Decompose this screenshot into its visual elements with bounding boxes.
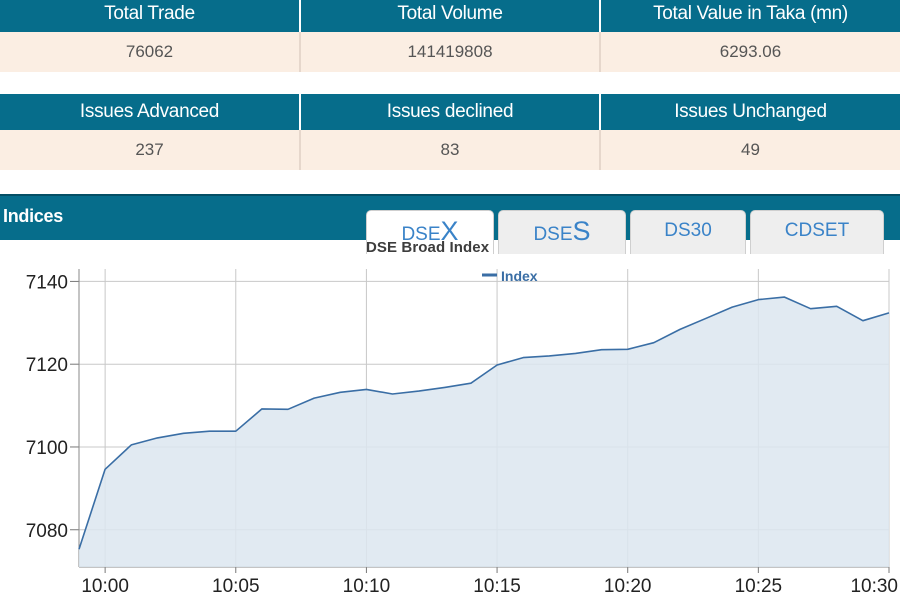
y-tick-label: 7080 bbox=[26, 521, 68, 542]
tab-dses[interactable]: DSES bbox=[498, 210, 626, 254]
index-point bbox=[208, 430, 211, 433]
y-tick-label: 7140 bbox=[26, 272, 68, 293]
index-point bbox=[260, 407, 263, 410]
x-tick-label: 10:00 bbox=[81, 576, 129, 597]
indices-title: Indices bbox=[3, 206, 63, 226]
index-point bbox=[783, 296, 786, 299]
total-value-value: 6293.06 bbox=[600, 32, 900, 72]
index-point bbox=[522, 356, 525, 359]
index-point bbox=[574, 352, 577, 355]
trade-summary-header-row: Total Trade Total Volume Total Value in … bbox=[0, 0, 900, 32]
index-point bbox=[313, 397, 316, 400]
x-tick-label: 10:10 bbox=[343, 576, 391, 597]
issues-unchanged-value: 49 bbox=[600, 130, 900, 170]
chart-title: DSE Broad Index bbox=[366, 239, 490, 256]
x-tick-label: 10:20 bbox=[604, 576, 652, 597]
index-point bbox=[888, 311, 891, 314]
issues-declined-value: 83 bbox=[300, 130, 601, 170]
index-point bbox=[78, 548, 81, 551]
x-tick-label: 10:15 bbox=[473, 576, 521, 597]
index-point bbox=[678, 328, 681, 331]
index-point bbox=[287, 408, 290, 411]
index-line bbox=[78, 296, 890, 550]
issues-summary-table: Issues Advanced Issues declined Issues U… bbox=[0, 94, 900, 170]
issues-summary-value-row: 237 83 49 bbox=[0, 130, 900, 170]
index-point bbox=[757, 298, 760, 301]
total-trade-header: Total Trade bbox=[0, 0, 301, 32]
tab-dses-prefix: DSE bbox=[533, 224, 573, 245]
total-volume-value: 141419808 bbox=[300, 32, 601, 72]
index-point bbox=[339, 391, 342, 394]
x-tick-label: 10:30 bbox=[850, 576, 898, 597]
trade-summary-value-row: 76062 141419808 6293.06 bbox=[0, 32, 900, 72]
tab-cdset[interactable]: CDSET bbox=[750, 210, 884, 254]
index-point bbox=[861, 319, 864, 322]
index-point bbox=[548, 354, 551, 357]
tab-dsex-suffix: X bbox=[440, 216, 459, 246]
issues-advanced-header: Issues Advanced bbox=[0, 94, 301, 130]
index-point bbox=[469, 382, 472, 385]
tab-dsex[interactable]: DSEX bbox=[366, 210, 494, 254]
index-point bbox=[705, 317, 708, 320]
tab-dses-suffix: S bbox=[572, 216, 591, 246]
issues-unchanged-header: Issues Unchanged bbox=[600, 94, 900, 130]
index-area bbox=[79, 297, 889, 567]
index-point bbox=[104, 468, 107, 471]
issues-summary-header-row: Issues Advanced Issues declined Issues U… bbox=[0, 94, 900, 130]
index-point bbox=[234, 430, 237, 433]
chart-legend: Index bbox=[482, 268, 538, 284]
index-point bbox=[417, 390, 420, 393]
index-point bbox=[809, 307, 812, 310]
index-point bbox=[391, 392, 394, 395]
index-point bbox=[496, 364, 499, 367]
issues-advanced-value: 237 bbox=[0, 130, 301, 170]
index-point bbox=[600, 348, 603, 351]
tab-ds30[interactable]: DS30 bbox=[630, 210, 746, 254]
index-point bbox=[182, 432, 185, 435]
y-tick-label: 7100 bbox=[26, 438, 68, 459]
index-point bbox=[156, 436, 159, 439]
index-point bbox=[835, 305, 838, 308]
index-point bbox=[365, 388, 368, 391]
legend-label: Index bbox=[501, 268, 538, 284]
tab-dsex-prefix: DSE bbox=[401, 224, 441, 245]
issues-declined-header: Issues declined bbox=[300, 94, 601, 130]
y-tick-label: 7120 bbox=[26, 355, 68, 376]
index-point bbox=[130, 443, 133, 446]
index-point bbox=[731, 306, 734, 309]
index-point bbox=[626, 348, 629, 351]
total-volume-header: Total Volume bbox=[300, 0, 601, 32]
total-value-header: Total Value in Taka (mn) bbox=[600, 0, 900, 32]
x-tick-label: 10:25 bbox=[735, 576, 783, 597]
x-tick-label: 10:05 bbox=[212, 576, 260, 597]
index-point bbox=[652, 341, 655, 344]
trade-summary-table: Total Trade Total Volume Total Value in … bbox=[0, 0, 900, 72]
total-trade-value: 76062 bbox=[0, 32, 301, 72]
index-point bbox=[443, 386, 446, 389]
